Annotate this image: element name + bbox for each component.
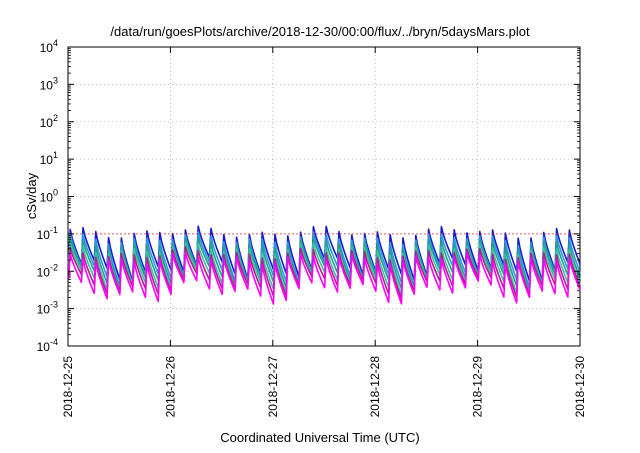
y-tick-label: 104 [40,38,58,55]
plot-area [67,46,581,347]
y-tick-base: 10 [37,228,51,242]
x-axis-label: Coordinated Universal Time (UTC) [220,430,419,445]
x-tick-label: 2018-12-27 [266,356,280,418]
x-tick-label: 2018-12-28 [368,356,382,418]
y-tick-exponent: 3 [53,75,58,85]
y-tick-base: 10 [37,340,51,354]
y-tick-label: 102 [40,113,58,130]
y-tick-base: 10 [40,191,54,205]
x-tick-label: 2018-12-29 [471,356,485,418]
y-tick-exponent: 0 [53,188,58,198]
series-line-1 [67,225,581,282]
series-line-6 [67,251,581,305]
y-tick-exponent: 2 [53,113,58,123]
y-tick-label: 100 [40,188,58,205]
y-tick-label: 10-4 [37,337,58,354]
y-tick-exponent: 1 [53,150,58,160]
y-axis-label: cSv/day [24,172,39,219]
y-tick-label: 10-2 [37,262,58,279]
y-tick-label: 10-1 [37,225,58,242]
y-tick-exponent: -2 [50,262,58,272]
y-tick-base: 10 [37,303,51,317]
y-tick-base: 10 [40,78,54,92]
tick-marks [67,46,581,347]
y-tick-base: 10 [40,41,54,55]
series-line-5 [67,246,581,300]
y-tick-base: 10 [40,116,54,130]
series-line-2 [67,231,581,289]
y-tick-base: 10 [40,153,54,167]
series-line-4 [67,241,581,296]
series-line-3 [67,236,581,292]
chart-title: /data/run/goesPlots/archive/2018-12-30/0… [110,24,530,39]
y-tick-exponent: 4 [53,38,58,48]
y-tick-base: 10 [37,265,51,279]
x-tick-labels: 2018-12-25 2018-12-26 2018-12-27 2018-12-28… [61,356,587,418]
y-tick-exponent: -3 [50,300,58,310]
x-tick-label: 2018-12-26 [163,356,177,418]
series-lines [67,225,581,305]
y-tick-label: 103 [40,75,58,92]
y-tick-label: 101 [40,150,58,167]
x-tick-label: 2018-12-25 [61,356,75,418]
y-tick-label: 10-3 [37,300,58,317]
grid-lines [68,47,580,346]
x-tick-label: 2018-12-30 [573,356,587,418]
y-tick-exponent: -4 [50,337,58,347]
y-tick-exponent: -1 [50,225,58,235]
